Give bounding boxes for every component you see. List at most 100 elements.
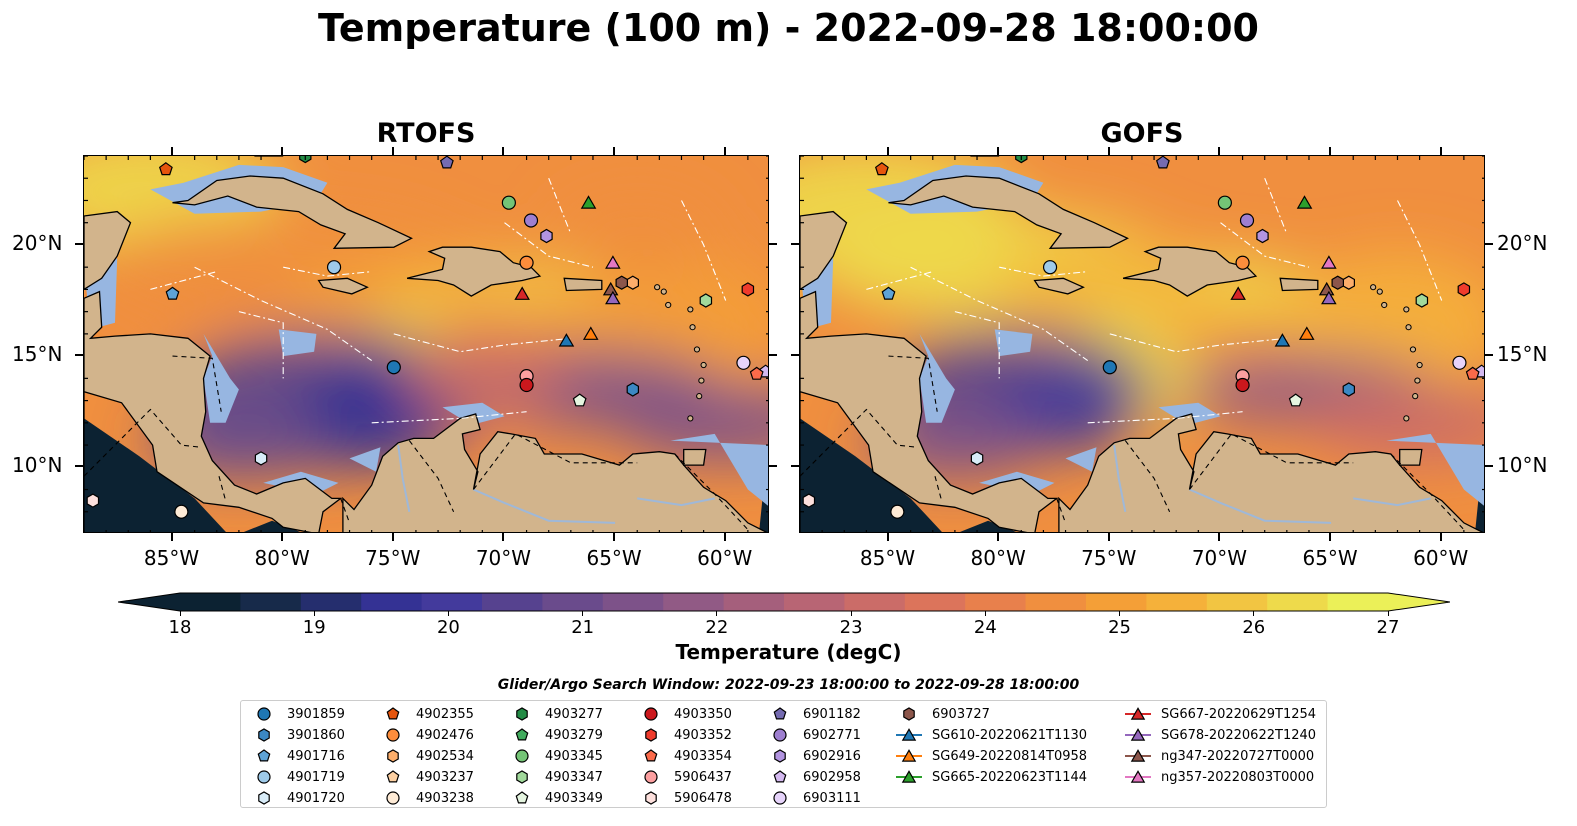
colorbar-tick-label: 26 [1242,617,1266,638]
marker-3901859[interactable] [1102,360,1117,375]
lon-major-tick [502,147,505,155]
search-window-caption: Glider/Argo Search Window: 2022-09-23 18… [497,677,1080,693]
marker-SG610-20220621T1130[interactable] [1274,333,1291,347]
map-gofs[interactable] [799,155,1485,533]
legend-label: 4902355 [416,706,474,722]
marker-4902534[interactable] [626,275,640,290]
marker-4901716[interactable] [165,286,180,300]
lon-major-tick [502,533,505,541]
legend-item: ng347-20220727T0000 [1125,746,1314,766]
marker-3901860[interactable] [1342,382,1356,397]
triangle-marker-icon [1125,749,1151,762]
colorbar-bin [602,593,664,611]
legend-label: 4903347 [545,769,603,785]
marker-4903349[interactable] [1288,393,1303,407]
marker-4901720[interactable] [970,451,984,466]
marker-4903352[interactable] [1457,282,1471,297]
marker-6901182[interactable] [439,156,454,169]
lon-tick-label: 85°W [143,546,200,570]
marker-6903111[interactable] [736,355,751,370]
pentagon-marker-icon [773,707,787,720]
marker-4902355[interactable] [158,162,173,176]
marker-SG610-20220621T1130[interactable] [558,333,575,347]
legend-item: 6901182 [767,704,861,724]
pentagon-marker-icon [773,770,787,783]
lon-major-tick [1107,147,1110,155]
marker-6902916[interactable] [1256,228,1269,244]
colorbar-bin [965,593,1027,611]
colorbar-tick [1387,611,1389,616]
marker-4901719[interactable] [1042,260,1058,275]
marker-4903349[interactable] [572,393,587,407]
marker-4903347[interactable] [699,293,713,308]
legend-item: 6903727 [896,704,990,724]
marker-4903354[interactable] [749,366,764,380]
lat-tick-label-left: 15°N [12,342,63,367]
colorbar-bin [300,593,362,611]
marker-4903345[interactable] [1217,195,1232,210]
legend-label: 6902958 [803,769,861,785]
marker-SG667-20220629T1254[interactable] [1230,286,1246,300]
marker-6902771[interactable] [523,213,539,228]
marker-ng357-20220803T0000[interactable] [605,255,621,269]
colorbar-bin [1146,593,1208,611]
hexagon-marker-icon [516,770,528,784]
legend-item: 4903354 [638,746,732,766]
marker-4903352[interactable] [741,282,755,297]
legend-item: 4903238 [380,788,474,808]
marker-4903347[interactable] [1415,293,1429,308]
lon-major-tick [613,533,616,541]
colorbar-tick-label: 23 [839,617,863,638]
marker-6901182[interactable] [1155,156,1170,169]
lat-tick-label-left: 10°N [12,453,63,478]
marker-SG649-20220814T0958[interactable] [1298,326,1315,340]
marker-4901719[interactable] [326,260,342,275]
hexagon-marker-icon [516,707,528,721]
lat-major-tick [75,354,83,357]
triangle-marker-icon [896,749,922,762]
marker-SG678-20220622T1240[interactable] [605,290,621,305]
lon-tick-label: 65°W [1302,546,1358,570]
marker-4903350[interactable] [519,377,534,393]
colorbar-bin [1327,593,1389,611]
legend-item: 4903347 [509,767,603,787]
marker-6902916[interactable] [540,228,553,244]
colorbar-bin [1267,593,1329,611]
marker-4903238[interactable] [174,504,189,519]
lon-major-tick [1218,147,1221,155]
legend-item: ng357-20220803T0000 [1125,767,1314,787]
marker-4902355[interactable] [874,162,889,176]
colorbar-tick [313,611,315,616]
lon-major-tick [1107,533,1110,541]
marker-SG665-20220623T1144[interactable] [580,195,597,209]
marker-ng357-20220803T0000[interactable] [1321,255,1337,269]
marker-6903727[interactable] [615,275,629,290]
marker-4902476[interactable] [519,255,534,270]
marker-SG678-20220622T1240[interactable] [1321,290,1337,305]
marker-6902771[interactable] [1239,213,1255,228]
marker-4903350[interactable] [1235,377,1250,393]
marker-4902534[interactable] [1342,275,1356,290]
marker-4901716[interactable] [881,286,896,300]
marker-5906478[interactable] [802,493,816,508]
map-rtofs[interactable] [83,155,769,533]
marker-4903238[interactable] [890,504,905,519]
marker-6903727[interactable] [1331,275,1345,290]
legend-label: 6903111 [803,790,861,806]
marker-3901860[interactable] [626,382,640,397]
marker-SG665-20220623T1144[interactable] [1296,195,1313,209]
marker-5906478[interactable] [86,493,100,508]
marker-4903354[interactable] [1465,366,1480,380]
lon-major-tick [886,533,889,541]
marker-3901859[interactable] [386,360,401,375]
marker-SG667-20220629T1254[interactable] [514,286,530,300]
marker-4902476[interactable] [1235,255,1250,270]
hexagon-marker-icon [258,791,270,805]
legend-label: 6902916 [803,748,861,764]
legend-label: 4901716 [287,748,345,764]
marker-4901720[interactable] [254,451,268,466]
colorbar-bin [482,593,543,611]
marker-SG649-20220814T0958[interactable] [582,326,599,340]
marker-6903111[interactable] [1452,355,1467,370]
marker-4903345[interactable] [501,195,516,210]
